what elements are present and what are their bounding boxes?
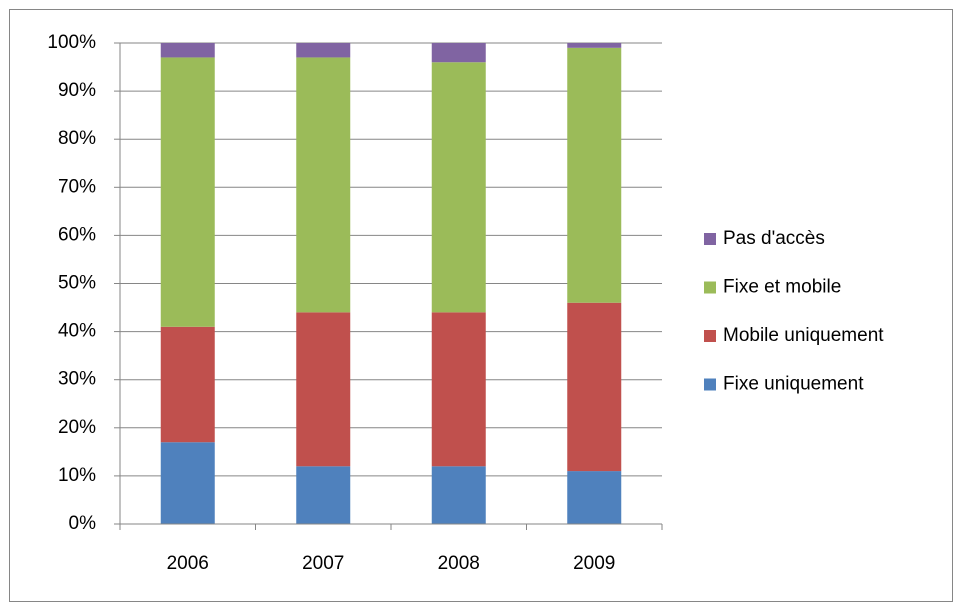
bar-segment (431, 62, 486, 313)
x-tick-label: 2006 (167, 553, 209, 574)
x-tick-label: 2008 (438, 553, 480, 574)
y-tick-label: 60% (58, 224, 96, 245)
legend-swatch (704, 378, 716, 391)
legend-label: Mobile uniquement (723, 325, 884, 346)
bar-segment (296, 312, 351, 467)
bar-segment (567, 471, 622, 524)
bar-segment (431, 43, 486, 63)
bar-segment (567, 302, 622, 472)
x-tick-label: 2007 (302, 553, 344, 574)
y-tick-label: 30% (58, 369, 96, 390)
legend-swatch (704, 233, 716, 245)
y-tick-label: 50% (58, 273, 96, 294)
y-tick-label: 80% (58, 128, 96, 149)
y-tick-label: 100% (47, 32, 96, 53)
y-tick-label: 0% (69, 513, 97, 534)
bar-segment (160, 326, 215, 443)
bar-segment (160, 43, 215, 58)
x-tick-label: 2009 (573, 553, 615, 574)
y-tick-label: 10% (58, 465, 96, 486)
bar-segment (567, 43, 622, 48)
bar-segment (160, 442, 215, 524)
bar-segment (296, 57, 351, 313)
legend-swatch (704, 330, 716, 342)
legend-label: Fixe et mobile (723, 277, 841, 298)
y-tick-label: 40% (58, 321, 96, 342)
bar-segment (296, 466, 351, 524)
y-tick-label: 20% (58, 417, 96, 438)
y-tick-label: 70% (58, 176, 96, 197)
y-tick-label: 90% (58, 80, 96, 101)
bar-segment (160, 57, 215, 327)
bar-segment (296, 43, 351, 58)
bar-segment (431, 466, 486, 524)
bar-segment (431, 312, 486, 467)
legend-swatch (704, 281, 716, 294)
legend-label: Pas d'accès (723, 228, 825, 249)
legend-label: Fixe uniquement (723, 374, 864, 395)
bar-segment (567, 47, 622, 303)
